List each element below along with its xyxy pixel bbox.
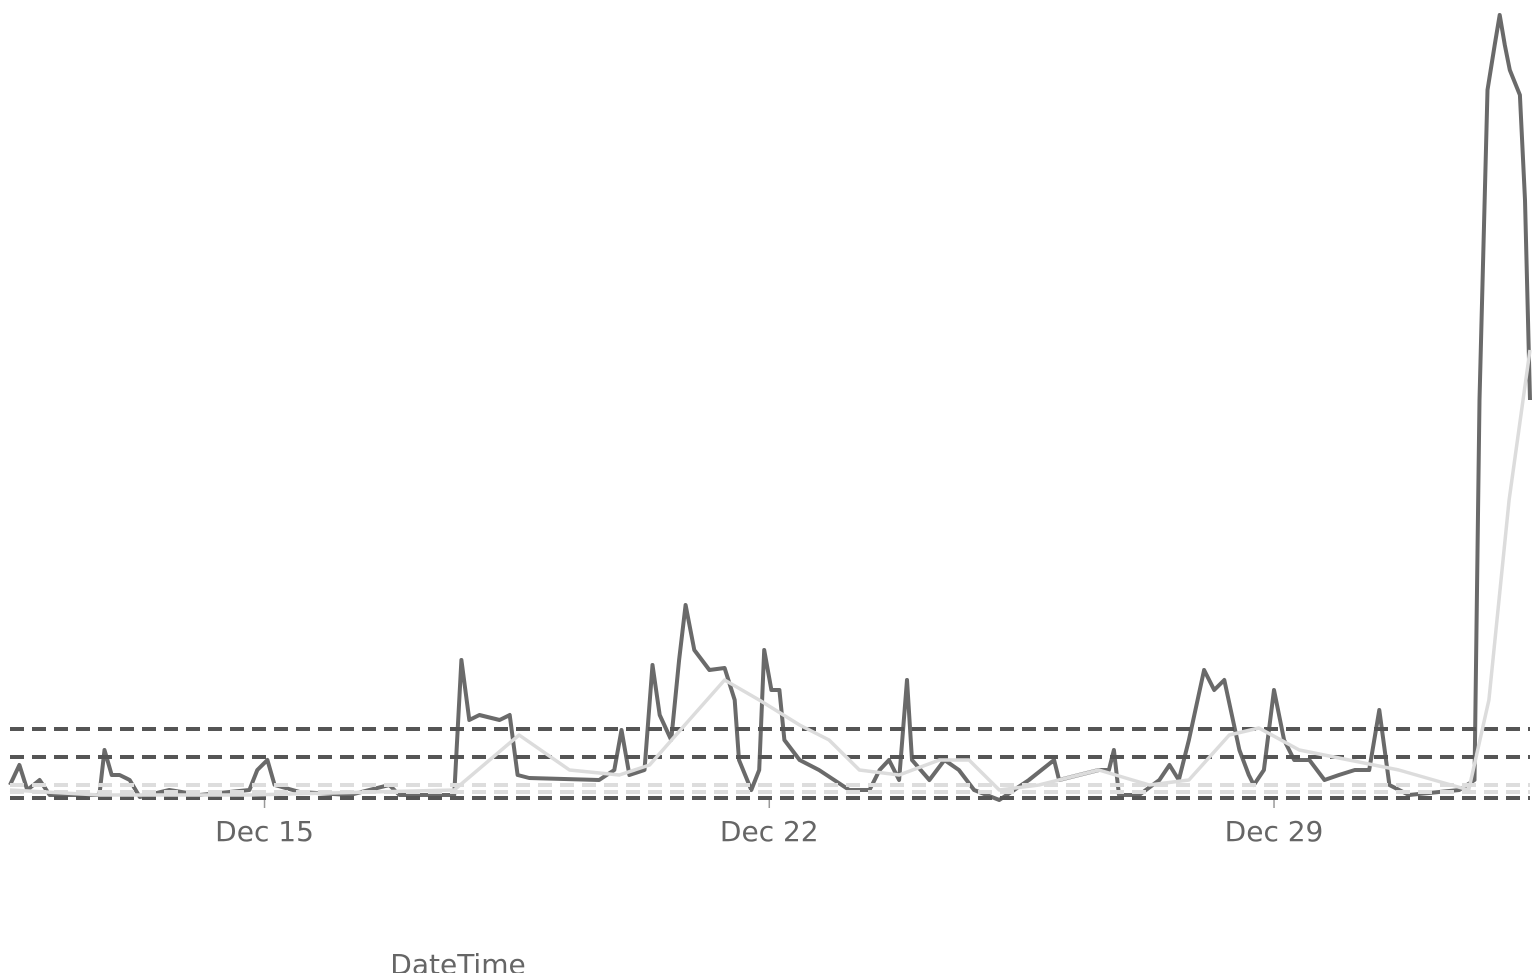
x-tick-label: Dec 22 <box>720 815 819 848</box>
x-tick-label: Dec 15 <box>215 815 314 848</box>
series-line <box>8 13 1532 802</box>
series-line <box>9 349 1532 797</box>
x-tick-label: Dec 29 <box>1225 815 1324 848</box>
x-axis-label: DateTime <box>390 948 525 973</box>
